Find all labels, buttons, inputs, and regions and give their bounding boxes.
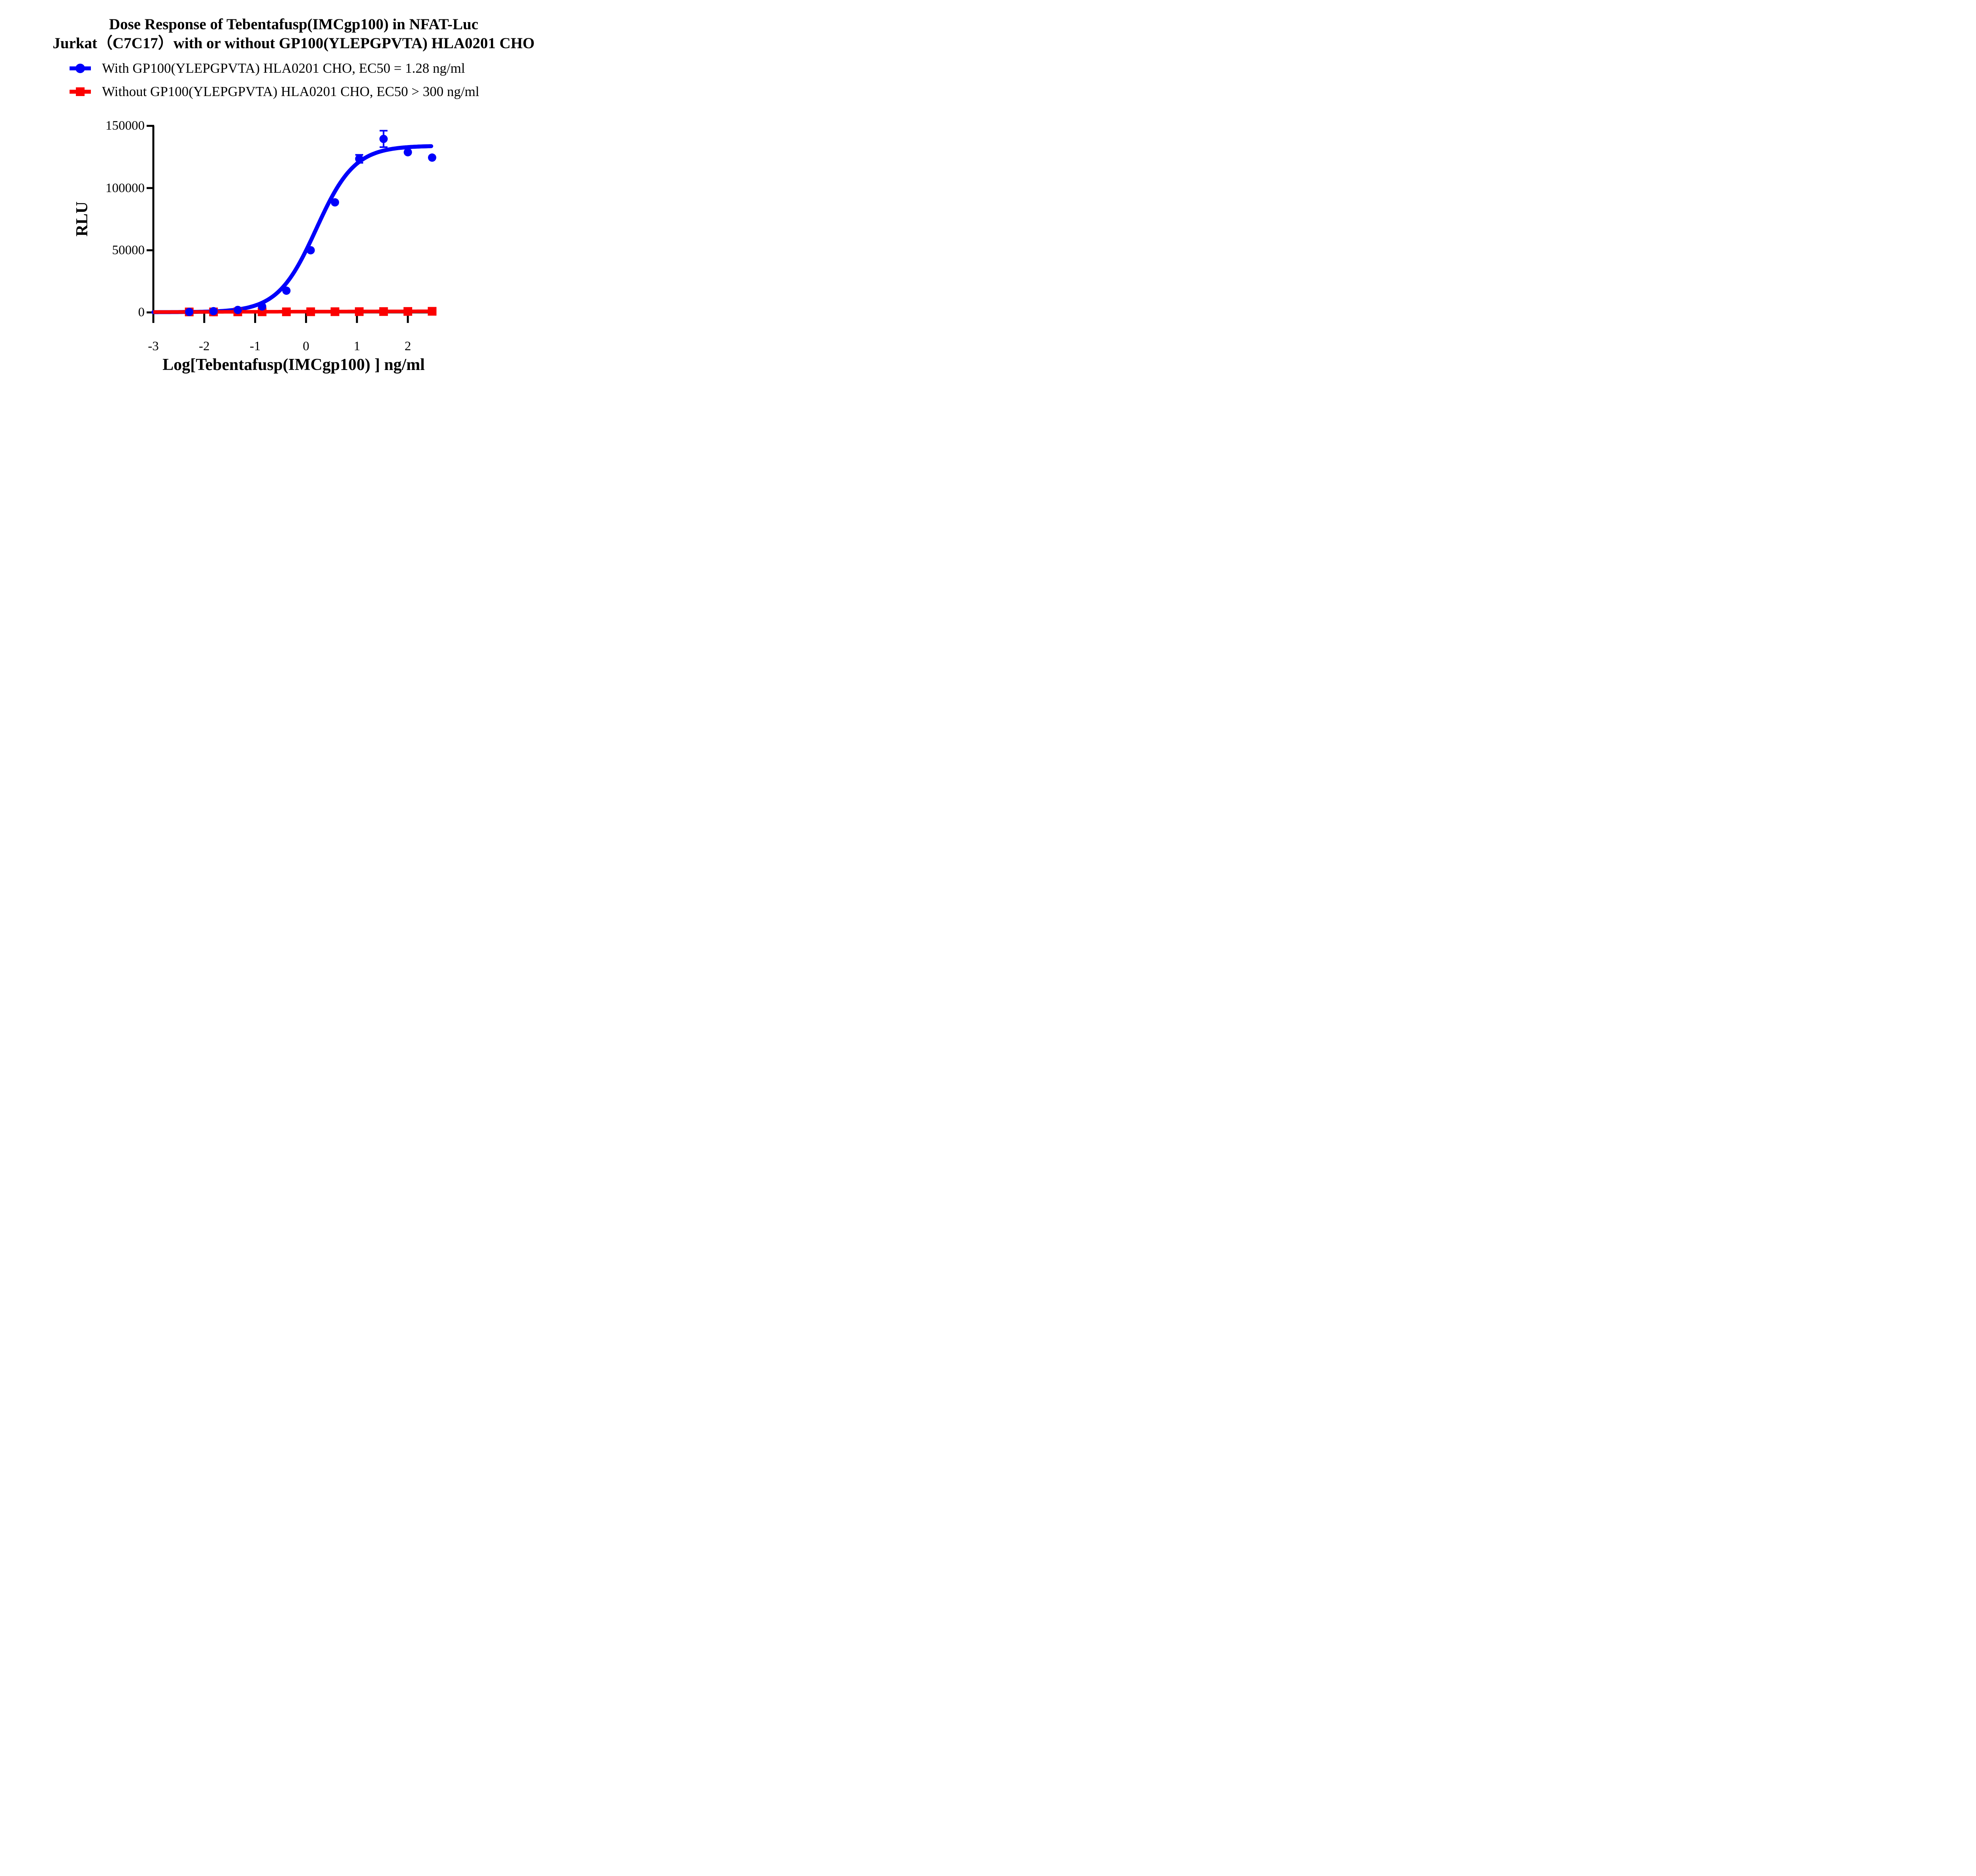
blue-circle-marker — [379, 134, 388, 143]
y-tick-label: 100000 — [106, 181, 145, 195]
red-square-marker — [306, 307, 315, 316]
blue-circle-marker — [209, 307, 218, 315]
blue-circle-marker — [282, 286, 291, 295]
x-axis-title: Log[Tebentafusp(IMCgp100) ] ng/ml — [162, 356, 425, 374]
legend-row-with-gp100: With GP100(YLEPGPVTA) HLA0201 CHO, EC50 … — [70, 60, 479, 77]
red-square-marker — [428, 307, 437, 316]
x-tick-label: 2 — [404, 339, 411, 353]
x-tick-label: -3 — [148, 339, 159, 353]
y-axis-title: RLU — [73, 201, 91, 237]
blue-fit-curve — [151, 144, 432, 314]
y-tick-label: 0 — [138, 305, 145, 320]
legend-circle-blue — [75, 64, 85, 73]
chart-title: Dose Response of Tebentafusp(IMCgp100) i… — [0, 15, 587, 53]
legend: With GP100(YLEPGPVTA) HLA0201 CHO, EC50 … — [70, 60, 479, 107]
red-square-marker — [282, 307, 291, 316]
legend-row-without-gp100: Without GP100(YLEPGPVTA) HLA0201 CHO, EC… — [70, 83, 479, 100]
blue-circle-marker — [428, 153, 436, 162]
blue-circle-marker — [234, 306, 242, 314]
red-fit-line — [153, 309, 437, 314]
y-tick-label: 50000 — [112, 243, 145, 258]
blue-circle-marker — [258, 302, 266, 311]
x-tick-label: -2 — [199, 339, 210, 353]
legend-square-red — [76, 87, 85, 96]
red-square-marker — [354, 307, 364, 316]
x-tick-label: 0 — [303, 339, 309, 353]
red-square-marker — [403, 307, 412, 316]
blue-circle-marker — [306, 246, 315, 255]
blue-circle-marker — [331, 198, 339, 207]
blue-fit-curve-upper — [248, 144, 434, 309]
blue-circle-marker — [185, 308, 194, 316]
legend-label-with-gp100: With GP100(YLEPGPVTA) HLA0201 CHO, EC50 … — [102, 60, 465, 76]
y-tick-label: 150000 — [106, 119, 145, 133]
plot-svg — [147, 125, 437, 323]
legend-marker-circle-icon — [70, 60, 91, 77]
x-tick-label: 1 — [353, 339, 360, 353]
chart-title-line2: Jurkat（C7C17）with or without GP100(YLEPG… — [53, 35, 535, 52]
x-tick-label: -1 — [249, 339, 261, 353]
red-square-marker — [330, 307, 339, 316]
blue-circle-marker — [355, 155, 364, 163]
blue-circle-marker — [403, 148, 412, 157]
chart-title-line1: Dose Response of Tebentafusp(IMCgp100) i… — [109, 16, 479, 33]
legend-marker-square-icon — [70, 83, 91, 100]
legend-label-without-gp100: Without GP100(YLEPGPVTA) HLA0201 CHO, EC… — [102, 84, 479, 99]
red-square-marker — [379, 307, 388, 316]
chart-figure: Dose Response of Tebentafusp(IMCgp100) i… — [0, 0, 587, 375]
